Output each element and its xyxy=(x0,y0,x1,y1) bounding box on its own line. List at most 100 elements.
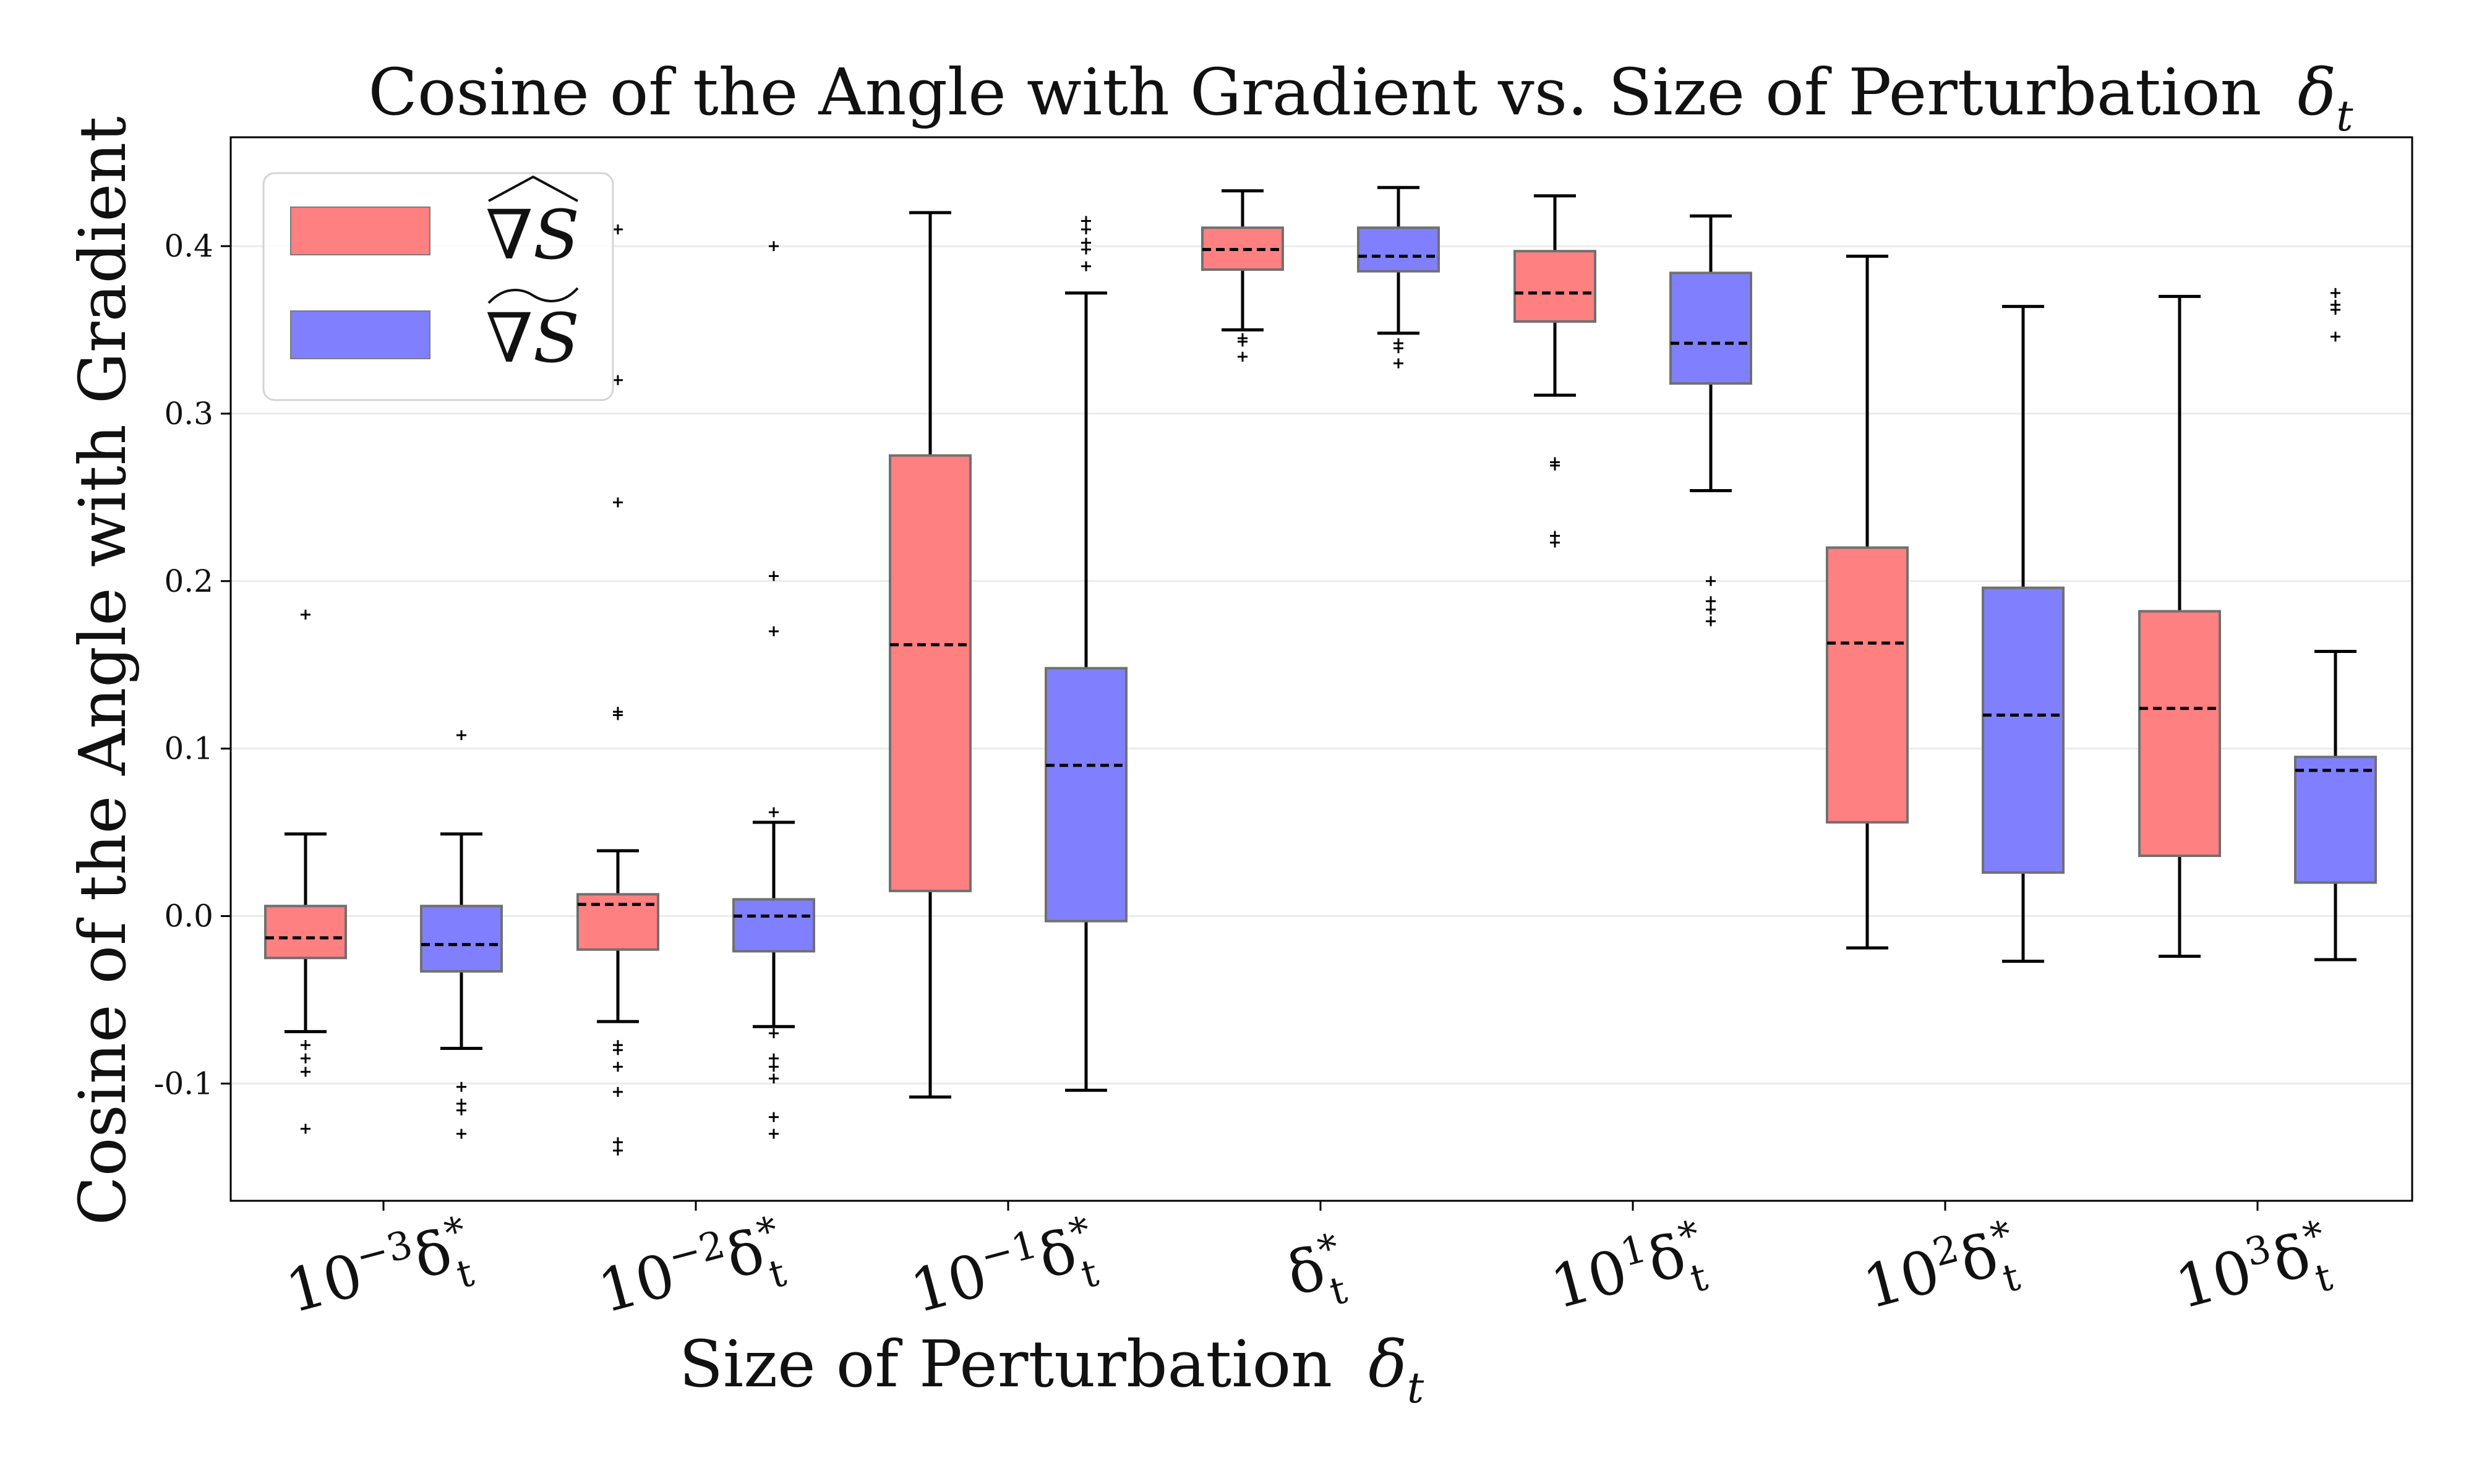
flier-point xyxy=(301,1040,310,1051)
flier-point xyxy=(301,1124,310,1134)
flier-point xyxy=(1706,604,1716,615)
flier-point xyxy=(769,626,779,637)
box-hat-3 xyxy=(1201,189,1284,362)
y-tick-label: 0.1 xyxy=(164,731,213,767)
chart-title-symbol-sub: t xyxy=(2336,92,2353,141)
x-tick-label: 103δ*t xyxy=(2167,1211,2340,1337)
box-body xyxy=(2138,610,2221,858)
box-body xyxy=(576,893,659,951)
y-tick-label: 0.3 xyxy=(164,396,213,432)
y-tick-label: 0.4 xyxy=(164,228,213,264)
flier-point xyxy=(456,1128,466,1139)
flier-point xyxy=(1706,616,1716,626)
flier-point xyxy=(1550,460,1560,471)
legend-label-tilde: ∇S xyxy=(486,299,580,378)
box-tilde-5 xyxy=(1982,305,2065,963)
flier-point xyxy=(613,1045,623,1055)
flier-point xyxy=(2331,331,2340,342)
flier-point xyxy=(613,1137,623,1148)
box-body xyxy=(732,898,815,953)
flier-point xyxy=(769,1112,779,1122)
flier-point xyxy=(1238,336,1248,347)
x-tick-label: 10−2δ*t xyxy=(590,1207,794,1341)
x-axis-label-symbol: δ xyxy=(1368,1326,1407,1402)
chart-title: Cosine of the Angle with Gradient vs. Si… xyxy=(368,54,2353,141)
flier-point xyxy=(2331,288,2340,298)
box-hat-6 xyxy=(2138,294,2221,958)
flier-point xyxy=(301,1053,310,1064)
flier-point xyxy=(456,1105,466,1115)
flier-point xyxy=(769,241,779,252)
box-tilde-4 xyxy=(1669,214,1752,626)
flier-point xyxy=(613,1086,623,1097)
x-tick-label: 102δ*t xyxy=(1855,1211,2027,1337)
box-body xyxy=(889,454,972,892)
box-tilde-3 xyxy=(1357,186,1440,369)
box-hat-2 xyxy=(889,211,972,1099)
flier-point xyxy=(1081,237,1091,248)
box-body xyxy=(264,905,347,960)
box-tilde-0 xyxy=(420,730,503,1139)
box-body xyxy=(1045,667,1128,923)
flier-point xyxy=(2331,299,2340,310)
flier-point xyxy=(1238,351,1248,362)
flier-point xyxy=(613,1062,623,1072)
box-tilde-2 xyxy=(1045,216,1128,1092)
hat-accent xyxy=(488,175,578,202)
y-tick-label: -0.1 xyxy=(154,1065,213,1101)
flier-point xyxy=(613,707,623,717)
box-tilde-1 xyxy=(732,241,815,1139)
flier-point xyxy=(1081,216,1091,226)
box-body xyxy=(420,905,503,973)
x-axis: 10−3δ*t 10−2δ*t 10−1δ*t δ*t 101δ*t 102δ*t 103δ… xyxy=(279,1201,2340,1341)
legend: ∇S ∇S xyxy=(262,172,614,401)
flier-point xyxy=(1706,596,1716,607)
box-group xyxy=(264,186,2377,1156)
flier-point xyxy=(613,1145,623,1156)
flier-point xyxy=(613,224,623,234)
flier-point xyxy=(613,375,623,385)
flier-point xyxy=(1706,576,1716,586)
legend-entry-tilde: ∇S xyxy=(486,287,580,378)
tilde-accent xyxy=(487,287,579,304)
legend-swatch-tilde xyxy=(290,310,430,359)
flier-point xyxy=(769,1073,779,1084)
flier-point xyxy=(769,1128,779,1139)
chart-title-symbol: δ xyxy=(2298,54,2337,130)
flier-point xyxy=(1081,224,1091,234)
box-body xyxy=(1357,226,1440,273)
flier-point xyxy=(1393,343,1403,354)
flier-point xyxy=(769,807,779,817)
y-axis-label: Cosine of the Angle with Gradient xyxy=(65,116,140,1226)
y-tick-label: 0.2 xyxy=(164,563,213,599)
x-axis-label-symbol-sub: t xyxy=(1407,1364,1424,1413)
flier-point xyxy=(1550,537,1560,548)
box-body xyxy=(1982,586,2065,874)
x-axis-label-text: Size of Perturbation xyxy=(679,1326,1332,1402)
box-hat-4 xyxy=(1513,194,1596,548)
legend-label-hat: ∇S xyxy=(486,195,580,275)
y-axis: -0.1 0.0 0.1 0.2 0.3 0.4 xyxy=(154,228,231,1101)
x-tick-label: δ*t xyxy=(1278,1224,1355,1324)
box-body xyxy=(1513,250,1596,323)
box-body xyxy=(1826,546,1909,824)
flier-point xyxy=(769,1062,779,1072)
legend-entry-hat: ∇S xyxy=(486,175,580,275)
box-hat-5 xyxy=(1826,254,1909,950)
box-body xyxy=(1669,271,1752,385)
box-hat-1 xyxy=(576,224,659,1156)
flier-point xyxy=(769,1053,779,1064)
flier-point xyxy=(301,609,310,620)
flier-point xyxy=(613,497,623,508)
x-tick-label: 10−1δ*t xyxy=(902,1207,1106,1341)
flier-point xyxy=(456,730,466,740)
box-body xyxy=(2294,756,2377,884)
flier-point xyxy=(769,1028,779,1039)
flier-point xyxy=(769,571,779,581)
flier-point xyxy=(1393,358,1403,369)
box-hat-0 xyxy=(264,609,347,1134)
box-tilde-6 xyxy=(2294,288,2377,962)
y-tick-label: 0.0 xyxy=(164,898,213,934)
flier-point xyxy=(301,1067,310,1077)
